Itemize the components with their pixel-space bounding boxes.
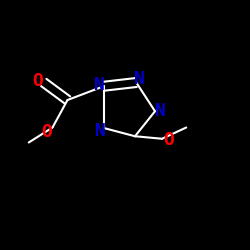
Text: N: N [95, 122, 106, 140]
Text: O: O [32, 72, 43, 90]
Text: N: N [155, 102, 166, 120]
Text: O: O [164, 131, 174, 149]
Text: N: N [134, 70, 145, 88]
Text: O: O [42, 123, 52, 141]
Text: N: N [94, 76, 105, 94]
